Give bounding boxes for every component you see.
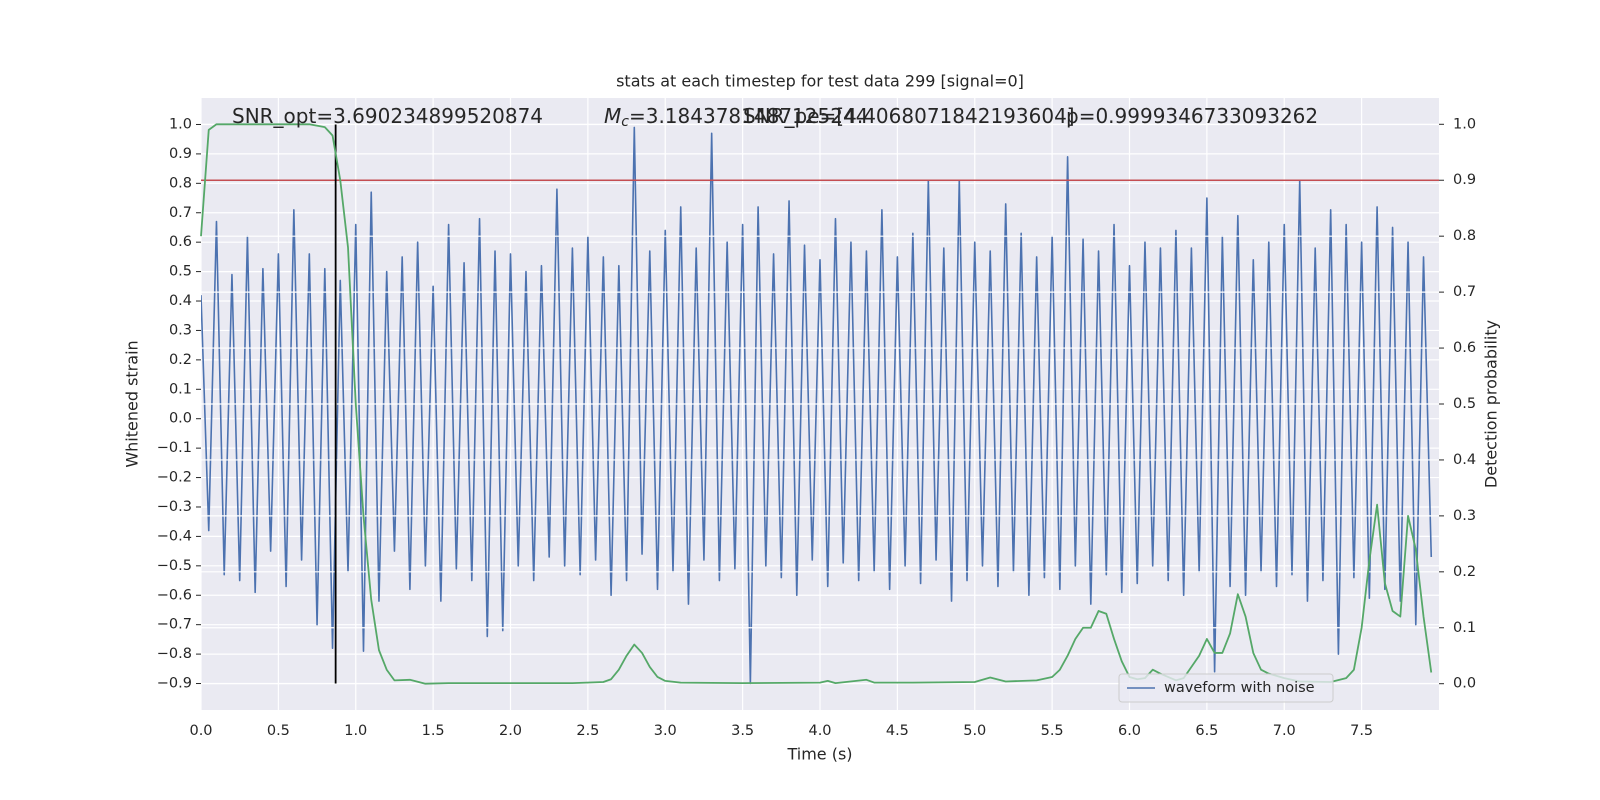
y-tick-label: 1.0 xyxy=(169,116,192,132)
annotation: SNR_pe=[4.4068071842193604] xyxy=(743,104,1075,128)
annotation-text: SNR_pe=[4.4068071842193604] xyxy=(743,104,1075,128)
x-tick-label: 6.5 xyxy=(1195,723,1218,739)
y-tick-label: 0.0 xyxy=(169,411,192,427)
x-tick-label: 3.0 xyxy=(654,723,677,739)
x-tick-label: 0.5 xyxy=(267,723,290,739)
annotation-text: p=0.9999346733093262 xyxy=(1066,104,1318,128)
x-tick-label: 2.0 xyxy=(499,723,522,739)
y-tick-label: 0.5 xyxy=(169,264,192,280)
y-tick-label: −0.4 xyxy=(157,528,192,544)
x-tick-label: 5.0 xyxy=(963,723,986,739)
x-tick-label: 7.0 xyxy=(1273,723,1296,739)
y2-tick-label: 0.8 xyxy=(1453,228,1476,244)
annotation-text: =3.1843781487125244 xyxy=(629,104,868,128)
y2-tick-label: 0.1 xyxy=(1453,620,1476,636)
y-tick-label: −0.2 xyxy=(157,470,192,486)
y2-tick-label: 0.4 xyxy=(1453,452,1476,468)
y-tick-label: −0.6 xyxy=(157,587,192,603)
annotation: Mc=3.1843781487125244 xyxy=(604,104,868,131)
chart-title: stats at each timestep for test data 299… xyxy=(616,72,1024,91)
x-tick-label: 1.5 xyxy=(422,723,445,739)
y2-tick-label: 0.3 xyxy=(1453,508,1476,524)
y2-tick-label: 0.0 xyxy=(1453,676,1476,692)
y-tick-label: −0.8 xyxy=(157,646,192,662)
data-line xyxy=(201,126,1433,685)
y2-tick-label: 0.6 xyxy=(1453,340,1476,356)
x-tick-label: 1.0 xyxy=(344,723,367,739)
annotation-subscript: c xyxy=(621,114,629,130)
x-tick-label: 5.5 xyxy=(1041,723,1064,739)
x-tick-label: 4.0 xyxy=(808,723,831,739)
x-axis-label: Time (s) xyxy=(786,745,852,764)
legend: waveform with noise xyxy=(1118,673,1334,703)
y-tick-label: 0.2 xyxy=(169,352,192,368)
y-tick-label: −0.7 xyxy=(157,617,192,633)
y-tick-label: −0.1 xyxy=(157,440,192,456)
y-tick-label: −0.5 xyxy=(157,558,192,574)
y2-tick-label: 0.7 xyxy=(1453,284,1476,300)
y-tick-label: 0.3 xyxy=(169,322,192,338)
y-tick-label: 0.7 xyxy=(169,205,192,221)
y-tick-label: 0.4 xyxy=(169,293,192,309)
annotation-symbol: M xyxy=(604,104,621,128)
legend-box xyxy=(1118,673,1334,703)
y-axis-label: Whitened strain xyxy=(123,340,142,467)
y-tick-label: −0.9 xyxy=(157,676,192,692)
x-tick-label: 3.5 xyxy=(731,723,754,739)
x-tick-label: 6.0 xyxy=(1118,723,1141,739)
y2-tick-label: 0.5 xyxy=(1453,396,1476,412)
annotation-text: SNR_opt=3.690234899520874 xyxy=(232,104,543,128)
annotation: SNR_opt=3.690234899520874 xyxy=(232,104,543,128)
y-tick-label: 0.8 xyxy=(169,175,192,191)
x-tick-label: 4.5 xyxy=(886,723,909,739)
y2-tick-label: 0.9 xyxy=(1453,172,1476,188)
x-tick-label: 2.5 xyxy=(576,723,599,739)
y-tick-label: 0.6 xyxy=(169,234,192,250)
y2-tick-label: 1.0 xyxy=(1453,116,1476,132)
x-tick-label: 7.5 xyxy=(1350,723,1373,739)
legend-label: waveform with noise xyxy=(1164,680,1315,696)
annotation: p=0.9999346733093262 xyxy=(1066,104,1318,128)
y-tick-label: −0.3 xyxy=(157,499,192,515)
y2-axis-label: Detection probability xyxy=(1482,320,1501,488)
data-layer xyxy=(201,126,1433,685)
x-tick-label: 0.0 xyxy=(189,723,212,739)
y2-tick-label: 0.2 xyxy=(1453,564,1476,580)
y-tick-label: 0.1 xyxy=(169,381,192,397)
y-tick-label: 0.9 xyxy=(169,146,192,162)
